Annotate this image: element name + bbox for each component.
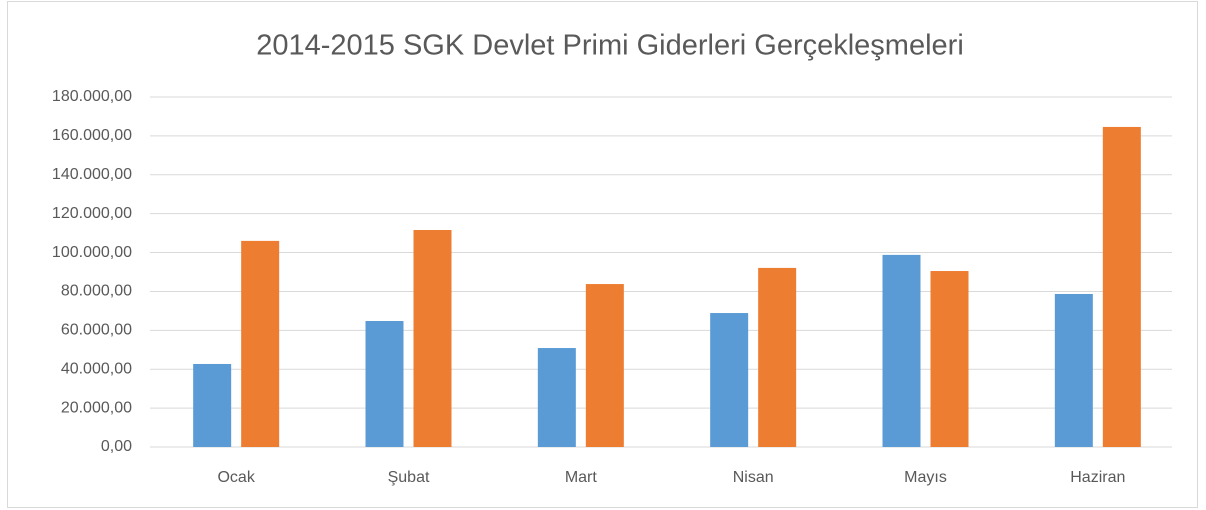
- y-tick-label: 20.000,00: [61, 399, 132, 416]
- x-tick-label: Haziran: [1070, 469, 1125, 486]
- bar: [365, 321, 404, 447]
- x-tick-label: Mayıs: [904, 469, 947, 486]
- bar: [930, 271, 969, 447]
- bar: [1054, 293, 1093, 447]
- y-tick-label: 80.000,00: [61, 283, 132, 300]
- y-tick-label: 160.000,00: [52, 127, 132, 144]
- y-tick-label: 40.000,00: [61, 360, 132, 377]
- bar: [585, 284, 624, 447]
- x-tick-label: Şubat: [388, 469, 430, 486]
- bar: [413, 230, 452, 447]
- y-tick-label: 100.000,00: [52, 244, 132, 261]
- bar: [710, 313, 749, 447]
- bar: [882, 254, 921, 447]
- bar: [537, 348, 576, 447]
- x-tick-label: Ocak: [217, 469, 255, 486]
- y-tick-label: 0,00: [101, 438, 132, 455]
- y-tick-label: 120.000,00: [52, 205, 132, 222]
- x-tick-label: Nisan: [733, 469, 774, 486]
- chart-title: 2014-2015 SGK Devlet Primi Giderleri Ger…: [256, 30, 964, 62]
- bar: [241, 240, 280, 447]
- x-tick-label: Mart: [565, 469, 598, 486]
- y-tick-label: 140.000,00: [52, 166, 132, 183]
- y-tick-label: 60.000,00: [61, 322, 132, 339]
- bar: [758, 267, 797, 447]
- y-tick-label: 180.000,00: [52, 88, 132, 105]
- bar: [193, 363, 232, 447]
- bar: [1102, 126, 1141, 447]
